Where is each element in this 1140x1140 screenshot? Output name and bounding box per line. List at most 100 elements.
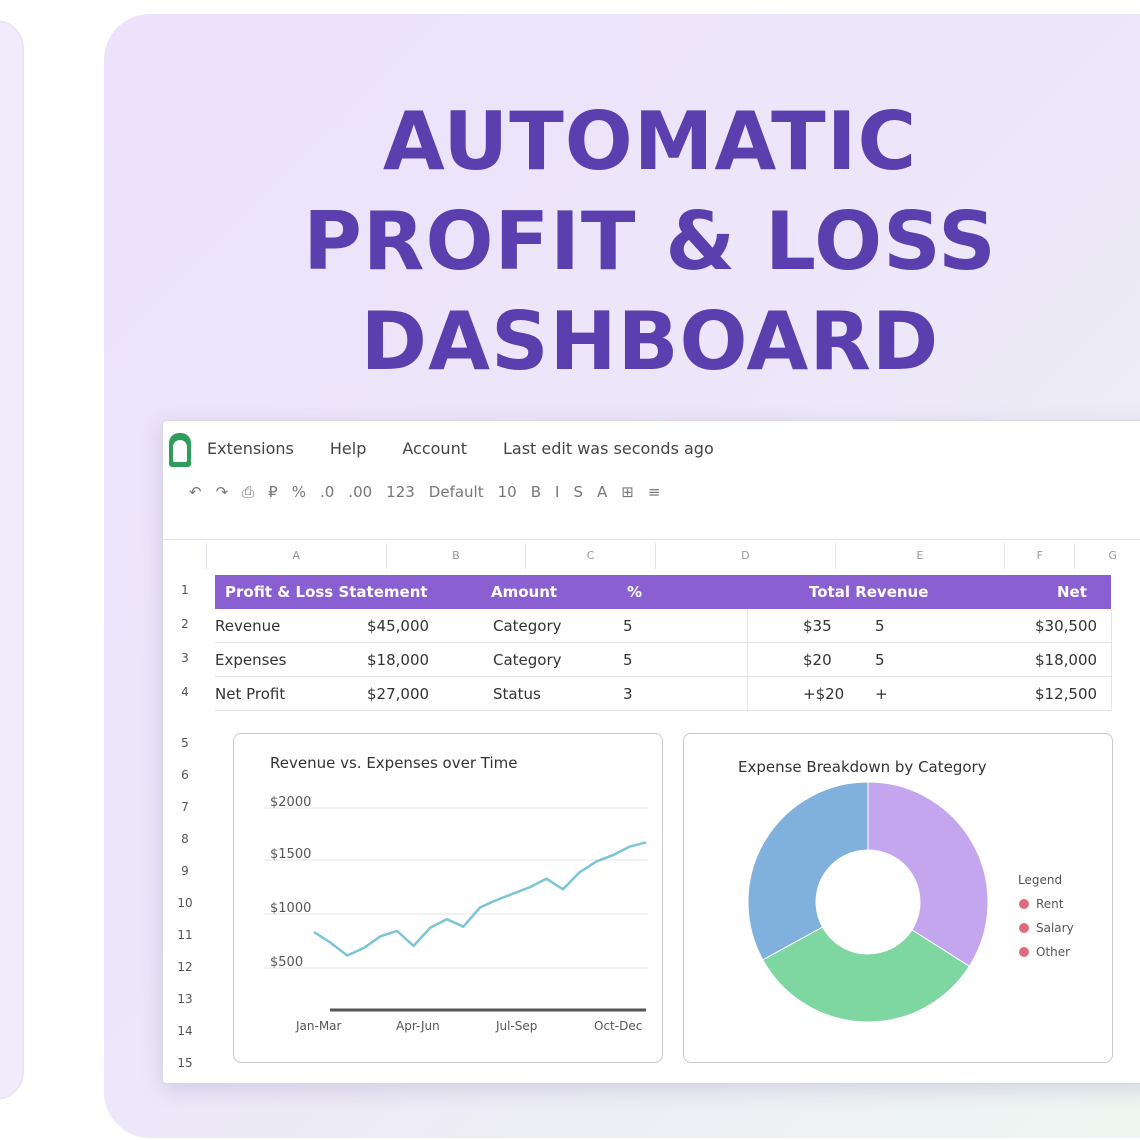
table-cell[interactable]: 5: [875, 617, 885, 635]
table-cell[interactable]: Category: [493, 651, 562, 669]
toolbar-button[interactable]: ⎙: [242, 483, 255, 501]
legend-swatch: [1019, 923, 1029, 933]
y-tick-label: $1000: [270, 901, 311, 916]
toolbar-button[interactable]: ↷: [215, 483, 229, 501]
table-cell[interactable]: Expenses: [215, 651, 287, 669]
row-number[interactable]: 12: [177, 960, 193, 974]
x-tick-label: Jan-Mar: [295, 1019, 342, 1033]
line-chart-panel[interactable]: Revenue vs. Expenses over Time $2000 $150…: [233, 733, 663, 1063]
column-header[interactable]: C: [526, 543, 656, 569]
table-cell[interactable]: $27,000: [367, 685, 430, 703]
row-number[interactable]: 8: [181, 832, 189, 846]
toolbar-button[interactable]: .0: [319, 483, 335, 501]
table-cell[interactable]: $20: [803, 651, 832, 669]
header-cell[interactable]: Amount: [491, 583, 558, 601]
row-number[interactable]: 6: [181, 768, 189, 782]
formatting-toolbar: ↶ ↷ ⎙ ₽% .0 .00 123 Default 10 B I S A ⊞ ≡: [189, 483, 660, 507]
table-cell[interactable]: +: [875, 685, 888, 703]
menu-item[interactable]: Help: [329, 439, 367, 458]
row-number[interactable]: 9: [181, 864, 189, 878]
table-cell[interactable]: $18,000: [367, 651, 430, 669]
table-cell[interactable]: 5: [875, 651, 885, 669]
toolbar-button[interactable]: ⊞: [621, 483, 634, 501]
toolbar-button[interactable]: 123: [386, 483, 415, 501]
legend-swatch: [1019, 947, 1029, 957]
table-cell[interactable]: +$20: [803, 685, 845, 703]
row-number[interactable]: 11: [177, 928, 193, 942]
column-header[interactable]: D: [656, 543, 836, 569]
toolbar-button[interactable]: 10: [497, 483, 517, 501]
table-cell[interactable]: $30,500: [1035, 617, 1098, 635]
row-number[interactable]: 15: [177, 1056, 193, 1070]
column-header[interactable]: [163, 543, 207, 569]
table-header-row: Profit & Loss Statement Amount % Total R…: [215, 575, 1111, 609]
column-header[interactable]: G: [1075, 543, 1140, 569]
table-row: Expenses $18,000 Category 5 $20 5 $18,00…: [215, 643, 1111, 677]
previous-slide-card: [0, 20, 24, 1100]
toolbar-button[interactable]: ₽: [268, 483, 278, 501]
table-cell[interactable]: 5: [623, 651, 633, 669]
donut-slice: [867, 781, 989, 967]
donut-chart: Legend Rent Salary Other: [747, 781, 1074, 1023]
line-chart-title: Revenue vs. Expenses over Time: [270, 754, 518, 772]
column-header[interactable]: B: [387, 543, 527, 569]
donut-chart-title: Expense Breakdown by Category: [738, 758, 987, 776]
donut-slice: [747, 781, 869, 961]
x-tick-label: Apr-Jun: [396, 1019, 440, 1033]
toolbar-button[interactable]: Default: [428, 483, 484, 501]
menu-item[interactable]: Extensions: [207, 439, 294, 458]
table-cell[interactable]: Status: [493, 685, 541, 703]
table-cell[interactable]: 3: [623, 685, 633, 703]
row-number[interactable]: 10: [177, 896, 193, 910]
header-cell[interactable]: %: [627, 583, 643, 601]
row-number[interactable]: 4: [181, 685, 189, 699]
column-header[interactable]: A: [207, 543, 387, 569]
column-divider: [747, 609, 748, 711]
legend-item: Salary: [1036, 921, 1074, 935]
header-cell[interactable]: Net: [1057, 583, 1087, 601]
toolbar-button[interactable]: I: [555, 483, 560, 501]
line-chart: $2000 $1500 $1000 $500 Jan-Mar Apr-Jun Jul-Sep…: [264, 795, 648, 1033]
row-numbers-top: 1 2 3 4: [163, 573, 207, 709]
series-line: [313, 841, 647, 957]
table-cell[interactable]: Net Profit: [215, 685, 286, 703]
y-tick-label: $2000: [270, 795, 311, 810]
table-cell[interactable]: $12,500: [1035, 685, 1098, 703]
headline-line-3: DASHBOARD: [360, 295, 940, 388]
y-tick-label: $1500: [270, 847, 311, 862]
sheets-logo-icon[interactable]: [169, 433, 191, 467]
toolbar-button[interactable]: .00: [348, 483, 373, 501]
table-cell[interactable]: Category: [493, 617, 562, 635]
toolbar-button[interactable]: %: [291, 483, 306, 501]
toolbar-button[interactable]: ≡: [647, 483, 661, 501]
row-number[interactable]: 3: [181, 651, 189, 665]
table-cell[interactable]: $45,000: [367, 617, 430, 635]
row-number[interactable]: 5: [181, 736, 189, 750]
toolbar-button[interactable]: B: [530, 483, 541, 501]
donut-chart-panel[interactable]: Expense Breakdown by Category Legend Rent…: [683, 733, 1113, 1063]
table-cell[interactable]: Revenue: [215, 617, 281, 635]
menu-bar: Extensions Help Account Last edit was secon…: [207, 439, 714, 463]
toolbar-button[interactable]: ↶: [189, 483, 202, 501]
table-cell[interactable]: $18,000: [1035, 651, 1098, 669]
toolbar-button[interactable]: S: [573, 483, 583, 501]
table-cell[interactable]: 5: [623, 617, 633, 635]
toolbar-divider: [163, 539, 1140, 540]
headline: AUTOMATIC PROFIT & LOSS DASHBOARD: [160, 92, 1140, 392]
table-cell[interactable]: $35: [803, 617, 832, 635]
column-header[interactable]: E: [836, 543, 1006, 569]
column-header[interactable]: F: [1005, 543, 1076, 569]
header-cell[interactable]: Total Revenue: [809, 583, 929, 601]
row-number[interactable]: 13: [177, 992, 193, 1006]
menu-item[interactable]: Account: [402, 439, 467, 458]
toolbar-button[interactable]: A: [596, 483, 608, 501]
row-number[interactable]: 2: [181, 617, 189, 631]
row-number[interactable]: 14: [177, 1024, 193, 1038]
row-number[interactable]: 1: [181, 583, 189, 597]
menu-item[interactable]: Last edit was seconds ago: [502, 439, 714, 458]
row-number[interactable]: 7: [181, 800, 189, 814]
header-cell[interactable]: Profit & Loss Statement: [225, 583, 428, 601]
legend-swatch: [1019, 899, 1029, 909]
spreadsheet-window: Extensions Help Account Last edit was secon…: [162, 420, 1140, 1084]
